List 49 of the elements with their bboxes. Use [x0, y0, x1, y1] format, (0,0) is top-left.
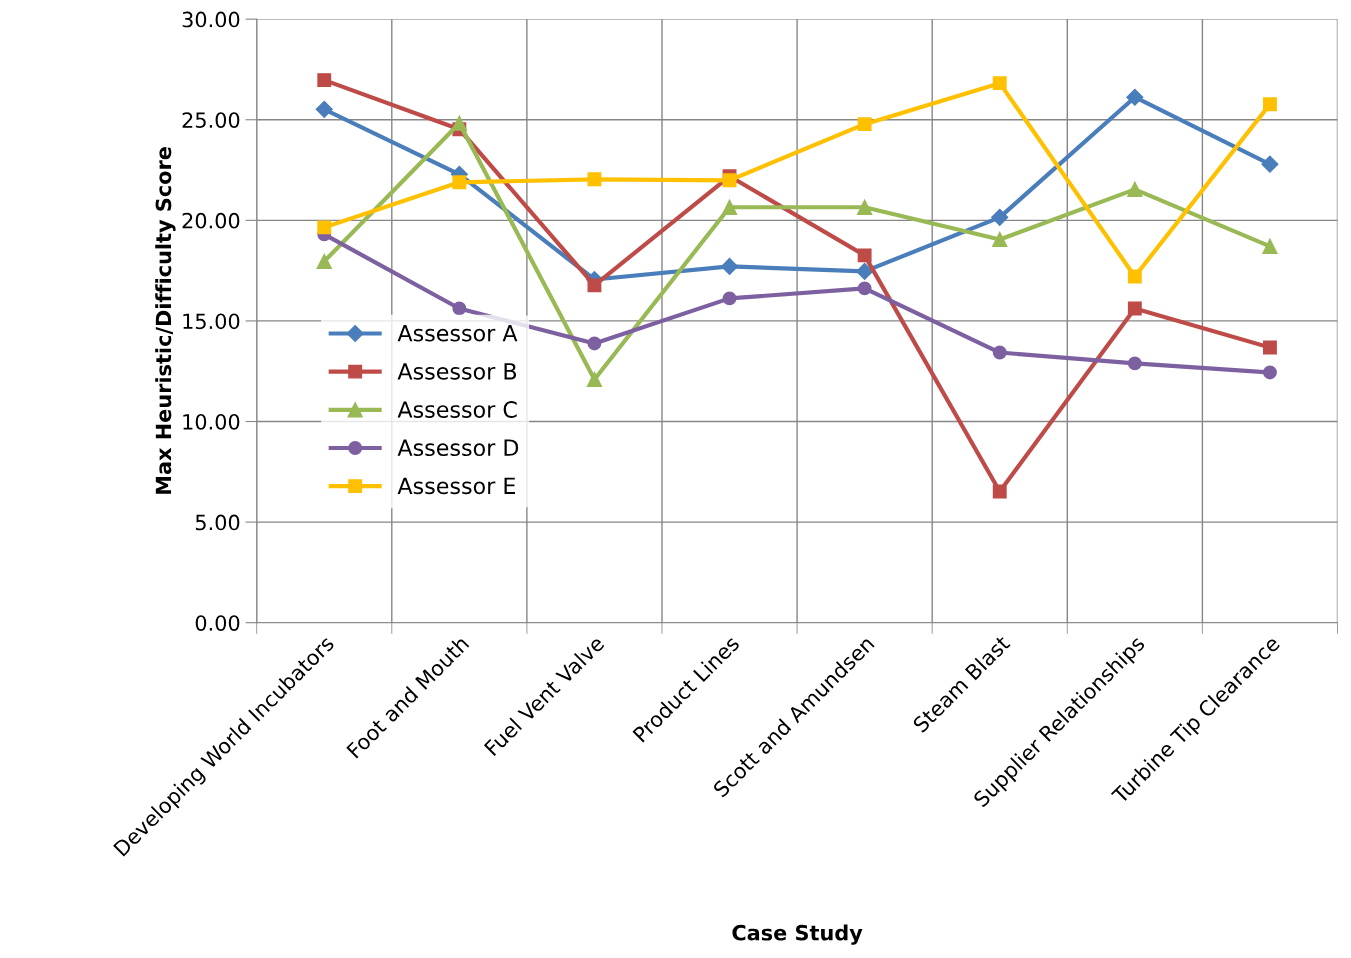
point — [1262, 340, 1277, 355]
point — [992, 76, 1007, 91]
point — [1127, 301, 1142, 316]
point — [1262, 238, 1278, 254]
point — [1127, 269, 1142, 284]
point — [451, 115, 467, 131]
point — [857, 281, 872, 296]
y-axis-title: Max Heuristic/Difficulty Score — [155, 147, 176, 494]
point — [992, 231, 1008, 248]
point — [991, 208, 1009, 226]
legend-label: Assessor E — [397, 477, 515, 495]
point — [587, 278, 602, 293]
legend-label: Assessor D — [397, 439, 519, 457]
point — [452, 175, 467, 190]
point — [587, 336, 602, 351]
point — [722, 173, 737, 188]
point — [587, 172, 602, 187]
point — [315, 100, 333, 118]
point — [721, 199, 738, 215]
point — [1262, 97, 1277, 112]
y-tick-label: 10.00 — [183, 413, 240, 430]
point — [1127, 356, 1142, 371]
y-tick-label: 15.00 — [183, 313, 240, 330]
point — [1261, 155, 1279, 173]
point — [1127, 181, 1143, 197]
point — [992, 484, 1007, 499]
point — [722, 291, 737, 306]
point — [586, 371, 603, 388]
point — [1262, 365, 1277, 380]
x-axis-title: Case Study — [732, 924, 863, 945]
point — [857, 117, 872, 132]
legend-label: Assessor B — [397, 363, 517, 380]
point — [857, 199, 873, 215]
point — [317, 73, 332, 88]
point — [316, 253, 332, 270]
y-tick-label: 20.00 — [182, 212, 240, 229]
point — [857, 248, 872, 263]
y-tick-label: 5.00 — [195, 514, 240, 531]
point — [856, 262, 874, 280]
point — [452, 301, 467, 316]
point — [720, 257, 739, 275]
point — [1126, 88, 1144, 106]
y-tick-label: 25.00 — [182, 112, 240, 128]
y-tick-label: 30.00 — [182, 11, 240, 28]
point — [317, 220, 332, 235]
legend-label: Assessor A — [397, 325, 518, 342]
point — [992, 345, 1007, 360]
legend-label: Assessor C — [397, 401, 517, 418]
y-tick-label: 0.00 — [195, 615, 240, 631]
